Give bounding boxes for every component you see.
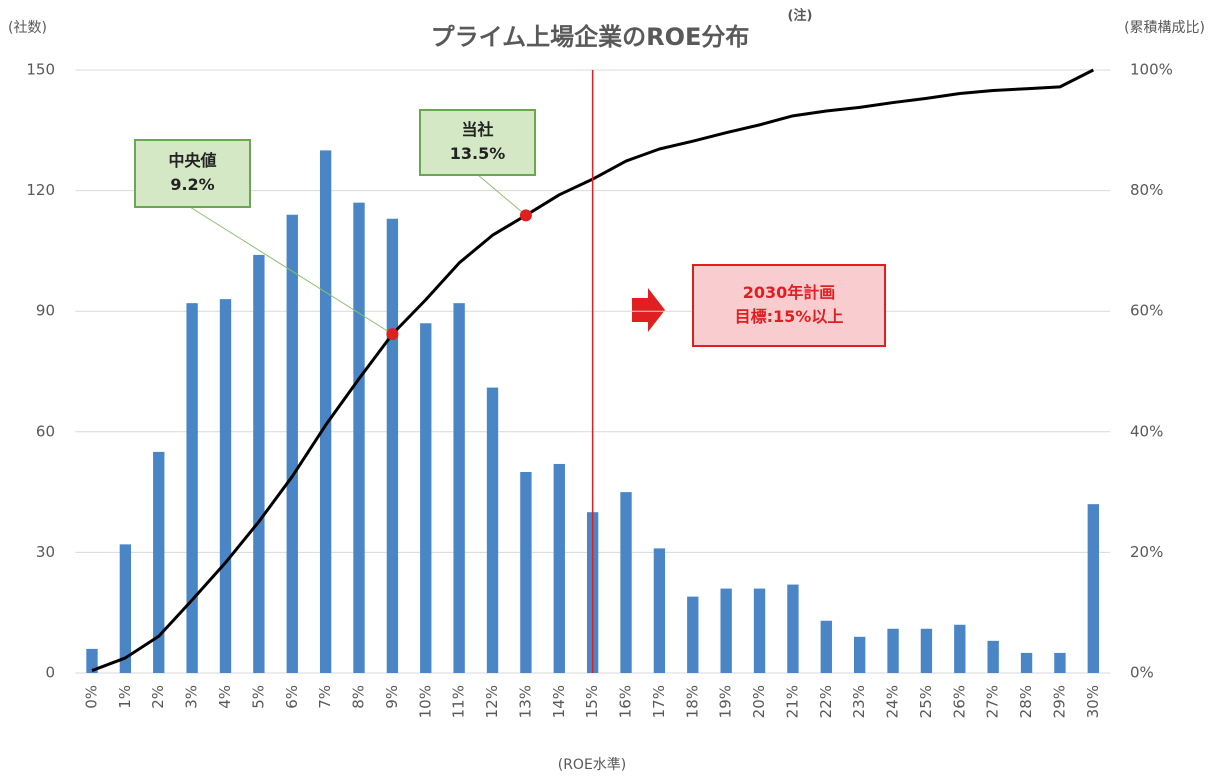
y-axis-label: (社数) bbox=[8, 20, 47, 36]
annotation-text: 13.5% bbox=[450, 144, 506, 163]
annotation-text: 中央値 bbox=[168, 151, 216, 170]
bar bbox=[887, 628, 899, 673]
bar bbox=[453, 303, 465, 673]
x-tick-label: 20% bbox=[750, 685, 768, 718]
x-tick-label: 2% bbox=[149, 685, 167, 709]
y-tick-label: 150 bbox=[26, 61, 55, 79]
y2-tick-label: 0% bbox=[1130, 664, 1154, 682]
y2-tick-label: 80% bbox=[1130, 181, 1163, 199]
x-tick-label: 18% bbox=[683, 685, 701, 718]
x-tick-label: 14% bbox=[550, 685, 568, 718]
bar bbox=[954, 624, 966, 673]
x-tick-label: 7% bbox=[316, 685, 334, 709]
bar bbox=[386, 218, 399, 674]
annotation-text: 2030年計画 bbox=[743, 283, 836, 302]
x-tick-label: 24% bbox=[884, 685, 902, 718]
bar bbox=[553, 463, 565, 673]
x-tick-label: 11% bbox=[450, 685, 468, 718]
annotation-box bbox=[692, 264, 886, 347]
chart-title: プライム上場企業のROE分布 bbox=[431, 23, 750, 51]
bar bbox=[920, 628, 933, 673]
annotation-text: 目標:15%以上 bbox=[735, 307, 844, 326]
x-tick-label: 3% bbox=[183, 685, 201, 709]
x-tick-label: 5% bbox=[249, 685, 267, 709]
x-axis-label: (ROE水準) bbox=[558, 757, 627, 773]
marker bbox=[386, 328, 399, 341]
y-tick-label: 90 bbox=[36, 302, 55, 320]
x-tick-label: 15% bbox=[583, 685, 601, 718]
bar bbox=[86, 648, 98, 673]
y-tick-label: 0 bbox=[45, 664, 55, 682]
x-tick-label: 23% bbox=[850, 685, 868, 718]
bar bbox=[653, 548, 666, 673]
bar bbox=[153, 451, 165, 673]
annotation-text: 当社 bbox=[461, 120, 493, 139]
bar bbox=[319, 150, 332, 673]
bar bbox=[420, 323, 432, 673]
y2-axis-label: (累積構成比) bbox=[1124, 20, 1205, 36]
x-tick-label: 27% bbox=[984, 685, 1002, 718]
x-tick-label: 28% bbox=[1017, 685, 1035, 718]
x-tick-label: 21% bbox=[783, 685, 801, 718]
title-note: (注) bbox=[788, 8, 813, 24]
leader-line bbox=[477, 174, 527, 216]
x-tick-label: 0% bbox=[82, 685, 100, 709]
bar bbox=[687, 596, 699, 673]
bar bbox=[620, 492, 632, 673]
x-tick-label: 25% bbox=[917, 685, 935, 718]
y-tick-label: 120 bbox=[26, 181, 55, 199]
marker bbox=[519, 209, 532, 222]
x-tick-label: 12% bbox=[483, 685, 501, 718]
annotation-text: 9.2% bbox=[170, 175, 214, 194]
x-tick-label: 4% bbox=[216, 685, 234, 709]
x-tick-label: 17% bbox=[650, 685, 668, 718]
x-tick-label: 30% bbox=[1084, 685, 1102, 718]
x-tick-label: 26% bbox=[950, 685, 968, 718]
x-tick-label: 13% bbox=[516, 685, 534, 718]
bar bbox=[119, 544, 132, 673]
bar bbox=[820, 620, 832, 673]
arrow bbox=[632, 288, 665, 332]
annotation-box bbox=[419, 109, 536, 176]
x-tick-label: 29% bbox=[1050, 685, 1068, 718]
x-tick-label: 22% bbox=[817, 685, 835, 718]
y-tick-label: 30 bbox=[36, 543, 55, 561]
y2-tick-label: 100% bbox=[1130, 61, 1173, 79]
y-tick-label: 60 bbox=[36, 422, 55, 440]
y2-tick-label: 60% bbox=[1130, 302, 1163, 320]
bar bbox=[219, 299, 232, 673]
bar bbox=[720, 588, 732, 673]
bar bbox=[1020, 652, 1033, 673]
bar bbox=[286, 214, 298, 673]
x-tick-label: 9% bbox=[383, 685, 401, 709]
bar bbox=[987, 640, 999, 673]
bar bbox=[186, 303, 198, 673]
bar bbox=[253, 254, 265, 674]
x-tick-label: 8% bbox=[350, 685, 368, 709]
x-tick-label: 19% bbox=[717, 685, 735, 718]
x-tick-label: 16% bbox=[617, 685, 635, 718]
bar bbox=[520, 472, 532, 673]
x-tick-label: 1% bbox=[116, 685, 134, 709]
bar bbox=[853, 636, 866, 673]
annotation-box bbox=[134, 139, 251, 208]
bar bbox=[353, 202, 365, 673]
x-tick-label: 10% bbox=[416, 685, 434, 718]
y2-tick-label: 20% bbox=[1130, 543, 1163, 561]
bar bbox=[1054, 652, 1066, 673]
bar bbox=[787, 584, 799, 673]
bar bbox=[486, 387, 499, 673]
y2-tick-label: 40% bbox=[1130, 422, 1163, 440]
bar bbox=[753, 588, 766, 673]
leader-line bbox=[189, 206, 393, 335]
bar bbox=[1087, 504, 1099, 673]
x-tick-label: 6% bbox=[283, 685, 301, 709]
